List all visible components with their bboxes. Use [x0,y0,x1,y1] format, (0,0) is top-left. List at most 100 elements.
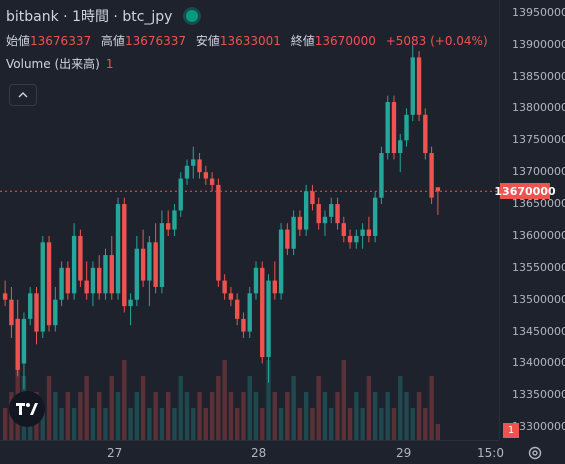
volume-bar [297,408,303,440]
volume-bar [291,376,296,440]
tradingview-logo-icon [16,403,38,415]
volume-bar [391,408,397,440]
candle-body [322,216,328,224]
volume-bar [197,392,202,440]
volume-bar [184,392,190,440]
volume-bar [53,392,58,440]
volume-bar [341,360,346,440]
collapse-legend-button[interactable] [9,84,37,106]
volume-bar [429,376,434,440]
volume-bar [2,408,8,440]
volume-bar [172,408,177,440]
price-tick-label: 13700000 [512,165,565,179]
volume-bar [241,392,246,440]
high-value: 13676337 [124,34,187,48]
candle-body [310,191,315,205]
volume-bar [278,408,284,440]
volume-bar [260,408,265,440]
candle-body [347,235,353,243]
volume-bar [71,408,77,440]
volume-bar [329,408,334,440]
chevron-up-icon [18,92,28,98]
price-tick-label: 13650000 [512,197,565,211]
gear-icon[interactable] [527,445,543,461]
candle-body [335,204,340,224]
candle-body [266,280,271,358]
time-axis[interactable]: 27 28 29 15:0 [0,440,504,464]
price-tick-label: 13500000 [512,292,565,306]
volume-bar [203,408,209,440]
volume-bar [379,408,384,440]
price-tick-label: 13850000 [512,69,565,83]
volume-bar [216,376,221,440]
candle-body [391,102,397,154]
price-chart[interactable] [0,0,499,440]
volume-bar [310,408,315,440]
volume-bar [398,376,403,440]
price-tick-label: 13750000 [512,133,565,147]
volume-bar [316,376,321,440]
candle-body [303,191,309,230]
volume-bar [97,392,102,440]
tradingview-logo[interactable] [9,391,45,427]
volume-bar [228,392,234,440]
volume-bar [59,408,64,440]
candle-body [234,299,240,319]
current-price-label: 13670000 [494,183,556,200]
candle-body [46,242,52,326]
candle-body [191,159,196,166]
time-label-28: 28 [251,446,267,460]
volume-bar [435,424,441,440]
volume-badge: 1 [503,423,519,438]
volume-legend[interactable]: Volume (出来高) 1 [6,55,494,72]
chart-legend: bitbank · 1時間 · btc_jpy 始値13676337 高値136… [6,6,494,72]
high-label: 高値 [100,34,125,48]
candle-body [159,223,165,287]
volume-bar [103,408,108,440]
symbol-title-row[interactable]: bitbank · 1時間 · btc_jpy [6,6,494,26]
volume-bar [115,392,121,440]
candle-body [134,248,140,300]
candle-body [260,267,265,358]
volume-bar [410,408,415,440]
volume-bar [46,376,52,440]
candles [2,44,441,389]
candle-body [385,102,390,154]
volume-bar [40,408,45,440]
volume-bar [178,376,183,440]
candle-body [291,216,296,249]
candle-body [316,204,321,224]
volume-label: Volume (出来高) [6,57,100,71]
candle-body [410,57,415,115]
volume-value: 1 [105,57,114,71]
candle-body [153,242,158,287]
candle-body [178,178,183,211]
volume-bar [266,360,271,440]
volume-bar [347,408,353,440]
volume-bar [65,392,71,440]
symbol-title[interactable]: bitbank · 1時間 · btc_jpy [6,9,173,25]
volume-bar [335,392,340,440]
close-label: 終値 [290,34,315,48]
candle-body [222,280,227,294]
candle-body [165,223,171,230]
candle-body [109,255,114,294]
candle-body [103,255,108,294]
volume-bar [147,408,152,440]
candle-body [21,318,27,364]
candle-body [423,114,428,154]
candle-body [341,223,346,236]
candle-body [140,248,146,281]
low-value: 13633001 [219,34,281,48]
candle-body [379,153,384,198]
candle-body [329,204,334,217]
candle-body [115,204,121,294]
candle-body [172,210,177,230]
price-tick-label: 13450000 [512,324,565,338]
price-axis[interactable]: 13950000 13900000 13850000 13800000 13750000… [499,0,565,440]
candle-body [228,293,234,300]
candle-body [354,235,359,243]
candle-body [241,318,246,332]
close-value: 13670000 [314,34,376,48]
volume-bar [360,408,365,440]
